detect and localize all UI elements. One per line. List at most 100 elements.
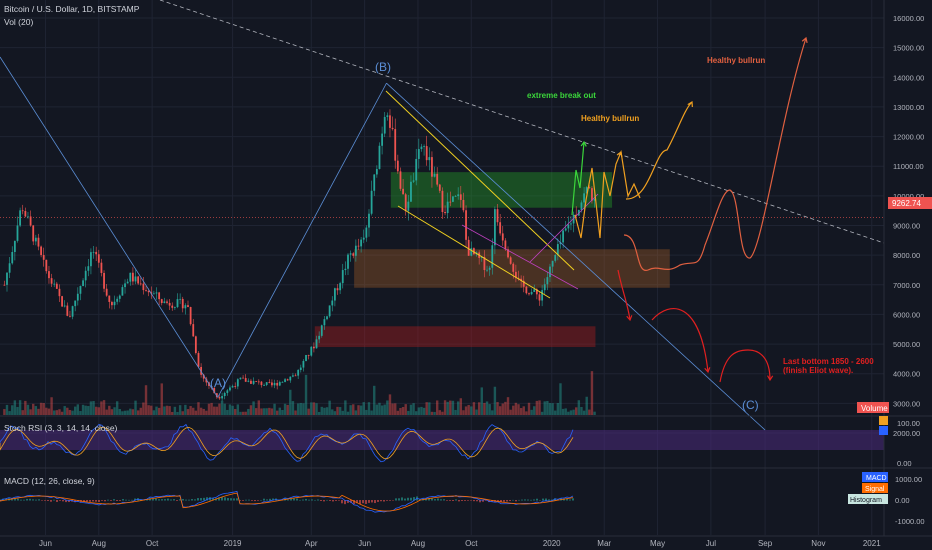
candle-body [446, 201, 449, 214]
macd-histogram-bar [224, 497, 226, 501]
healthy-bullrun-orange-label: Healthy bullrun [581, 114, 639, 123]
candle-body [362, 237, 365, 240]
wave-line-b-c [386, 82, 766, 431]
candle-body [402, 188, 404, 195]
volume-bar [47, 408, 51, 415]
macd-histogram-bar [545, 498, 547, 501]
macd-histogram-bar [74, 500, 76, 503]
macd-histogram-bar [23, 499, 25, 501]
candle-body [213, 387, 216, 394]
candle-body [48, 271, 50, 279]
candle-body [428, 157, 431, 161]
volume-bars [3, 371, 596, 415]
macd-histogram-bar [425, 499, 427, 501]
candle-body [139, 283, 142, 285]
candle-body [483, 256, 486, 271]
volume-bar [147, 405, 150, 415]
candle-body [491, 245, 494, 268]
macd-histogram-bar [533, 499, 535, 501]
macd-histogram-bar [338, 500, 340, 501]
orange-rise-path [625, 101, 693, 200]
macd-histogram-bar [461, 500, 463, 501]
candle-body [297, 369, 300, 376]
candle-body [171, 305, 174, 308]
time-tick: Oct [146, 539, 159, 548]
candle-body [111, 301, 113, 306]
candle-body [480, 256, 483, 258]
macd-histogram-bar [191, 499, 193, 501]
volume-bar [501, 403, 504, 415]
candle-body [289, 376, 292, 381]
candle-body [11, 251, 14, 264]
volume-bar [81, 404, 85, 415]
macd-histogram-bar [209, 497, 211, 501]
volume-bar [53, 410, 56, 415]
candle-body [488, 267, 491, 270]
volume-bar [575, 407, 578, 415]
bear-arrow-1 [626, 315, 633, 322]
volume-bar [451, 400, 455, 415]
macd-histogram-bar [542, 498, 544, 501]
macd-histogram-bar [524, 499, 526, 501]
volume-bar [325, 407, 329, 415]
macd-histogram-bar [539, 499, 541, 501]
macd-histogram-bar [320, 500, 322, 502]
candle-body [236, 379, 239, 387]
candle-body [21, 210, 24, 212]
volume-bar [577, 400, 581, 415]
volume-bar [194, 410, 198, 415]
volume-bar [540, 411, 544, 415]
candle-body [234, 386, 237, 387]
macd-histogram-bar [446, 500, 448, 501]
volume-bar [375, 404, 379, 415]
volume-bar [491, 410, 494, 415]
candle-body [381, 133, 384, 146]
macd-histogram-bar [536, 498, 538, 501]
volume-bar [257, 400, 261, 415]
macd-histogram-bar [146, 499, 148, 501]
candle-body [126, 281, 129, 284]
scenario-paths [571, 36, 808, 383]
volume-bar [467, 405, 470, 415]
macd-histogram-bar [464, 500, 466, 501]
candle-body [512, 263, 515, 272]
volume-bar [546, 400, 549, 415]
macd-histogram-bar [173, 499, 175, 501]
candle-body [252, 381, 255, 384]
macd-histogram-bar [38, 499, 40, 501]
volume-bar [459, 398, 462, 415]
candle-body [244, 378, 247, 382]
volume-bar [352, 404, 355, 415]
volume-bar [157, 407, 161, 415]
macd-histogram-bar [242, 500, 244, 501]
volume-bar [388, 394, 392, 415]
volume-tag-label: Volume [861, 404, 888, 413]
candle-body [103, 272, 105, 289]
volume-bar [291, 401, 295, 415]
candle-body [375, 168, 378, 175]
candle-body [370, 190, 373, 214]
candle-body [323, 319, 326, 326]
macd-histogram-bar [392, 500, 394, 501]
volume-bar [543, 401, 546, 415]
volume-bar [199, 407, 203, 415]
price-tick: 11000.00 [893, 162, 924, 171]
macd-histogram-bar [197, 498, 199, 501]
macd-legend-signal [862, 483, 888, 493]
volume-bar [454, 409, 457, 415]
macd-histogram-bar [518, 499, 520, 501]
volume-bar [213, 406, 216, 415]
volume-bar [533, 406, 536, 415]
price-tick: 3000.00 [893, 399, 920, 408]
volume-bar [113, 407, 116, 415]
volume-bar [333, 411, 337, 415]
candle-body [53, 283, 56, 285]
wave-lines [0, 0, 885, 431]
candle-body [105, 288, 108, 296]
macd-histogram-bar [302, 499, 304, 501]
volume-bar [420, 406, 423, 415]
macd-histogram-bar [311, 499, 313, 501]
volume-bar [66, 407, 69, 415]
